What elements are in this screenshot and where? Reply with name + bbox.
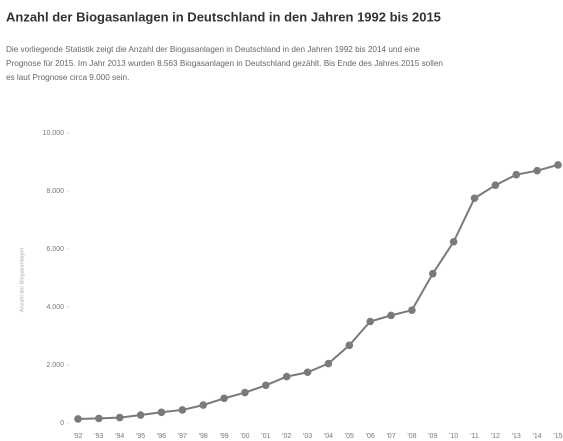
data-point xyxy=(408,306,416,314)
data-point xyxy=(199,401,208,409)
data-line xyxy=(77,163,559,420)
data-point xyxy=(470,194,479,203)
y-tick-label: 4.000 xyxy=(46,304,64,311)
data-point xyxy=(366,317,374,326)
data-point xyxy=(282,372,291,381)
x-tick-label: '10 xyxy=(449,433,458,440)
data-point xyxy=(554,161,562,169)
data-point xyxy=(115,413,124,422)
data-point xyxy=(345,341,354,350)
data-point xyxy=(220,394,228,403)
data-point xyxy=(178,406,187,414)
data-point xyxy=(324,359,333,368)
x-tick-label: '93 xyxy=(94,433,103,440)
y-tick-label: 10.000 xyxy=(43,130,65,137)
data-point xyxy=(387,311,395,320)
data-point xyxy=(262,381,270,390)
data-point xyxy=(449,237,458,246)
x-tick-label: '15 xyxy=(553,433,562,440)
x-tick-label: '97 xyxy=(178,433,187,440)
y-tick-label: 8.000 xyxy=(46,188,64,195)
data-point xyxy=(491,181,500,189)
data-point xyxy=(136,411,145,419)
x-tick-label: '08 xyxy=(407,433,416,440)
data-point xyxy=(428,269,437,278)
x-tick-label: '00 xyxy=(240,433,249,440)
data-point xyxy=(533,166,541,175)
y-axis-label: Anzahl der Biogasanlagen xyxy=(19,248,25,312)
x-tick-label: '99 xyxy=(220,433,229,440)
x-tick-label: '92 xyxy=(73,433,82,440)
x-tick-label: '14 xyxy=(533,433,542,440)
x-tick-label: '02 xyxy=(282,433,291,440)
x-tick-label: '94 xyxy=(115,433,124,440)
data-point xyxy=(241,388,249,397)
data-point xyxy=(512,170,521,179)
y-tick-label: 0 xyxy=(60,420,64,427)
x-tick-label: '96 xyxy=(157,433,166,440)
x-tick-label: '04 xyxy=(324,433,333,440)
x-tick-label: '98 xyxy=(199,433,208,440)
y-tick-label: 2.000 xyxy=(46,362,64,369)
x-tick-label: '06 xyxy=(366,433,375,440)
x-tick-label: '07 xyxy=(386,433,395,440)
x-tick-label: '09 xyxy=(428,433,437,440)
x-tick-label: '95 xyxy=(136,433,145,440)
description-line: Prognose für 2015. Im Jahr 2013 wurden 8… xyxy=(6,59,443,68)
x-tick-label: '01 xyxy=(261,433,270,440)
x-tick-label: '11 xyxy=(470,433,479,440)
description-line: Die vorliegende Statistik zeigt die Anza… xyxy=(6,45,420,54)
chart-title: Anzahl der Biogasanlagen in Deutschland … xyxy=(6,9,441,24)
x-tick-label: '12 xyxy=(491,433,500,440)
y-tick-label: 6.000 xyxy=(46,246,64,253)
x-tick-label: '13 xyxy=(512,433,521,440)
data-point xyxy=(95,414,103,423)
data-point xyxy=(74,415,82,423)
data-point xyxy=(303,368,312,377)
x-tick-label: '03 xyxy=(303,433,312,440)
x-tick-label: '05 xyxy=(345,433,354,440)
data-point xyxy=(157,408,166,417)
description-line: es laut Prognose circa 9.000 sein. xyxy=(6,73,129,82)
